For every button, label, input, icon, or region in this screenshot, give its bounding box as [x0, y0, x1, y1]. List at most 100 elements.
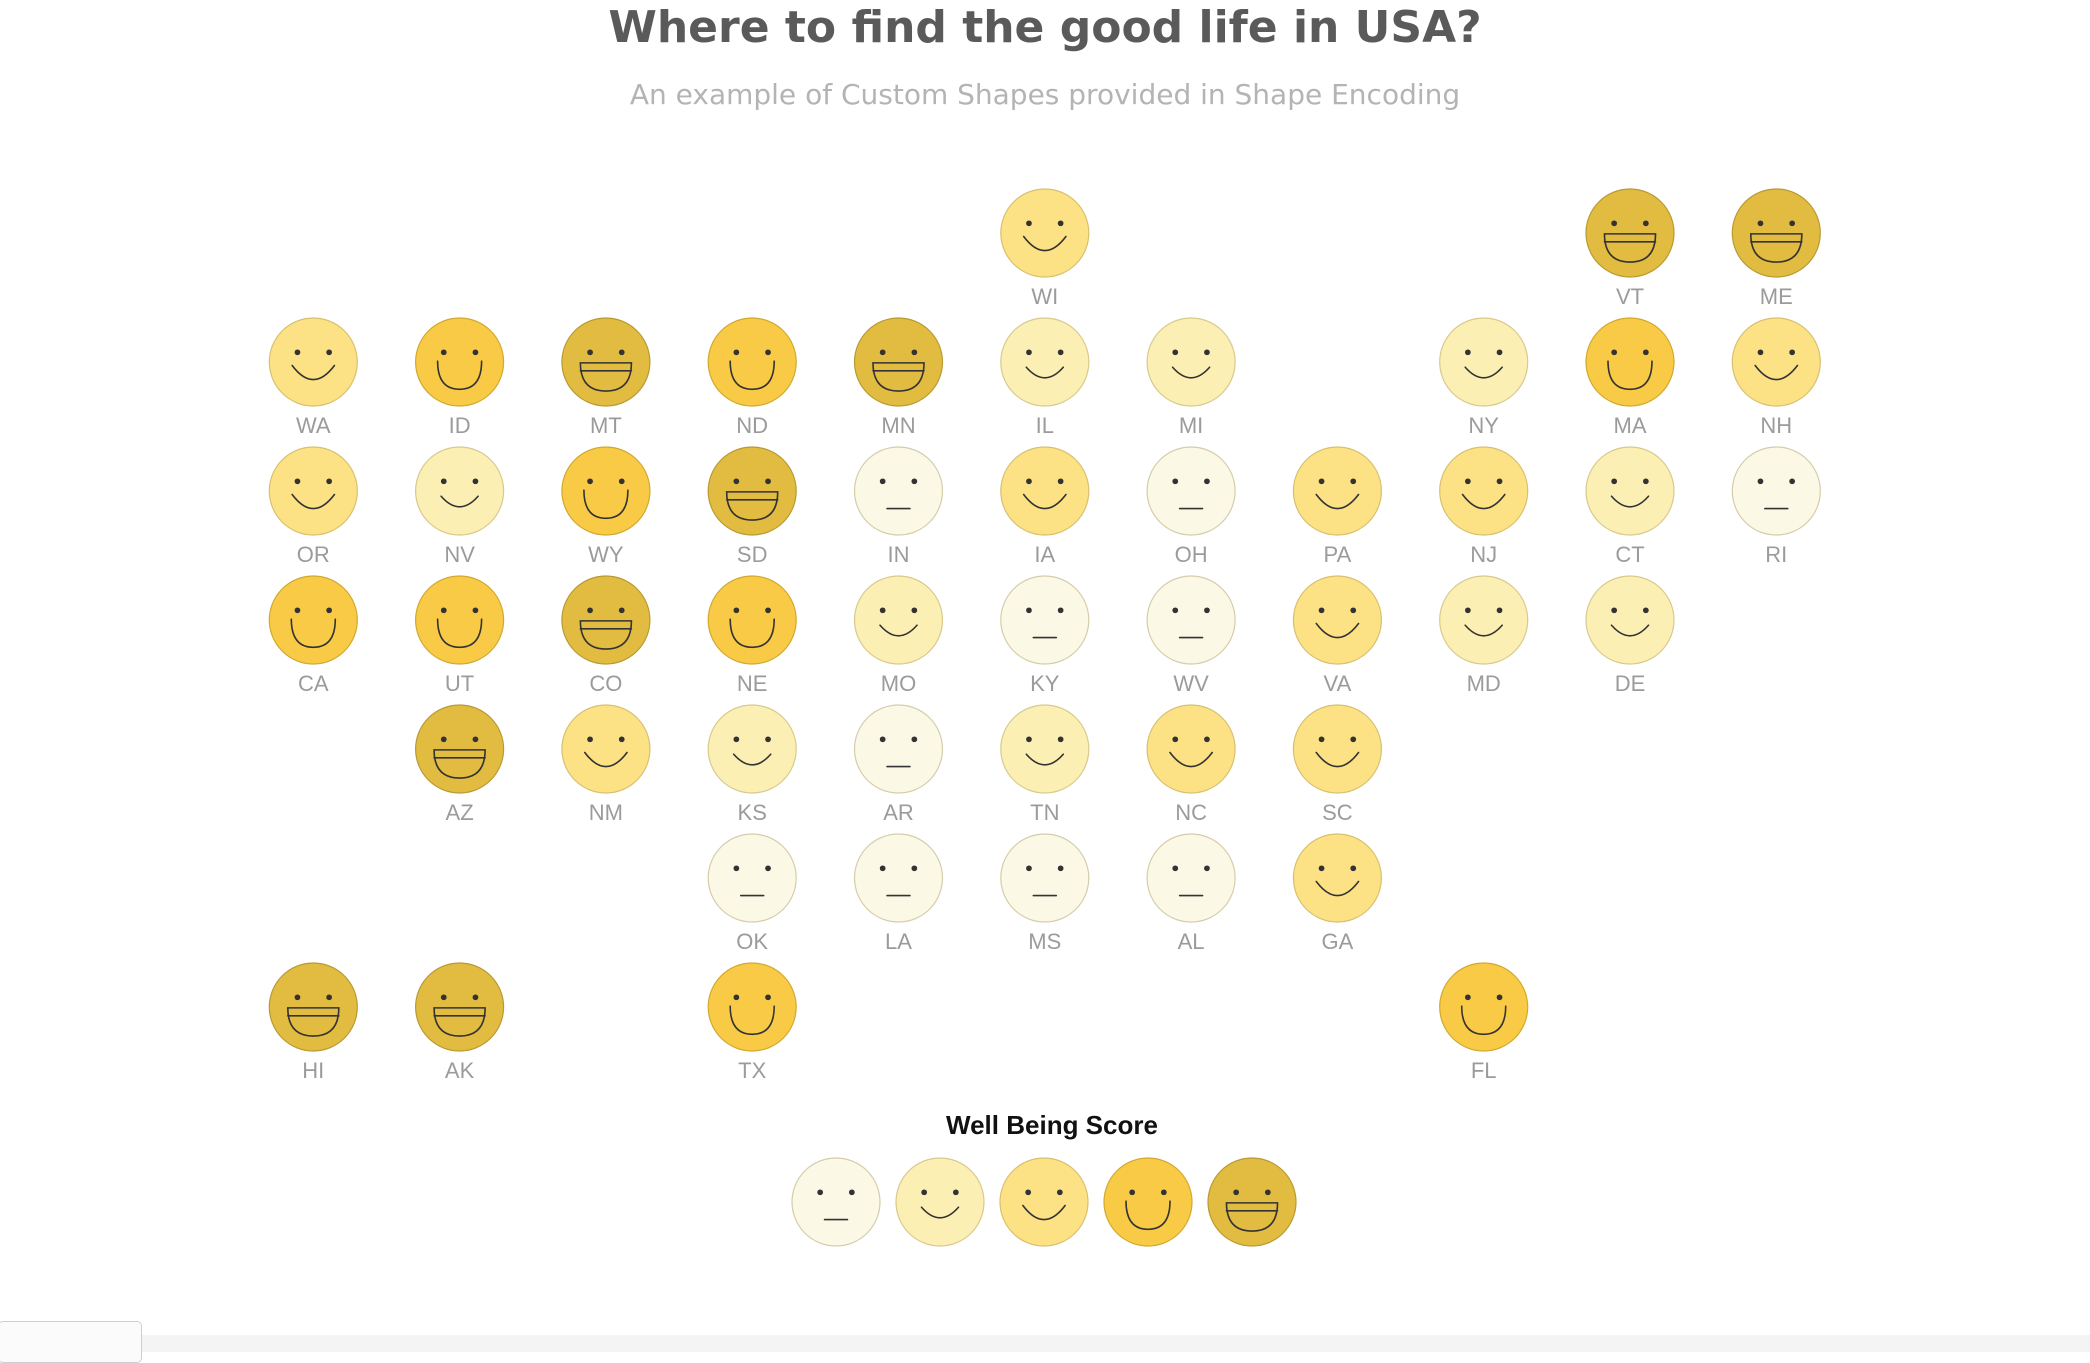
state-label: AR	[883, 800, 914, 825]
state-mark-il-right-eye	[1057, 349, 1064, 356]
state-mark-in-face	[853, 446, 944, 536]
legend-item-2	[895, 1157, 985, 1247]
state-mark-in-right-eye	[911, 478, 918, 485]
state-mark-nv-right-eye	[472, 478, 479, 485]
state-mark-mn: MN	[853, 317, 944, 438]
state-mark-wi-face	[1000, 188, 1090, 278]
legend-item-4	[1103, 1157, 1193, 1247]
state-mark-sd-left-eye	[733, 478, 740, 485]
state-mark-mi: MI	[1146, 317, 1236, 438]
state-label: KS	[738, 800, 767, 825]
state-label: VT	[1616, 284, 1644, 309]
state-mark-pa: PA	[1292, 446, 1383, 567]
state-mark-oh: OH	[1146, 446, 1236, 567]
state-label: TN	[1030, 800, 1059, 825]
state-mark-de-mouth	[1610, 624, 1650, 637]
state-mark-il-left-eye	[1026, 349, 1032, 356]
state-mark-ms-right-eye	[1057, 865, 1064, 872]
state-mark-ar-left-eye	[879, 736, 886, 743]
state-mark-sc-face	[1292, 704, 1383, 794]
state-mark-az-face	[415, 704, 505, 794]
state-mark-ny-face	[1439, 317, 1529, 407]
state-label: HI	[302, 1058, 324, 1083]
state-mark-mo: MO	[853, 575, 944, 696]
state-mark-ct: CT	[1585, 446, 1675, 567]
state-mark-ct-face	[1585, 446, 1675, 536]
state-mark-sd-mouth	[725, 491, 779, 521]
state-mark-de: DE	[1585, 575, 1675, 696]
state-mark-ar-right-eye	[911, 736, 918, 743]
state-label: RI	[1765, 542, 1787, 567]
state-mark-or-right-eye	[326, 478, 333, 485]
state-mark-al-left-eye	[1172, 865, 1179, 872]
state-mark-nm-mouth	[583, 751, 628, 768]
state-mark-ne-right-eye	[765, 607, 771, 614]
state-mark-nc-mouth	[1169, 751, 1214, 768]
state-label: GA	[1322, 929, 1354, 954]
chart-title: Where to find the good life in USA?	[608, 2, 1482, 53]
state-mark-ia-right-eye	[1057, 478, 1064, 485]
state-mark-fl: FL	[1439, 962, 1529, 1083]
state-label: MI	[1179, 413, 1203, 438]
state-mark-mo-mouth	[879, 624, 918, 637]
state-mark-mt-right-eye	[618, 349, 625, 356]
state-mark-vt-right-eye	[1642, 220, 1649, 227]
state-mark-wv-face	[1146, 575, 1236, 665]
state-mark-nh-face	[1731, 317, 1821, 407]
legend-item-5-right-eye	[1264, 1189, 1271, 1196]
state-label: MN	[881, 413, 915, 438]
state-mark-nj-face	[1439, 446, 1529, 536]
state-label: NV	[444, 542, 475, 567]
state-mark-co-left-eye	[587, 607, 593, 614]
state-mark-wi: WI	[1000, 188, 1090, 309]
state-label: PA	[1324, 542, 1352, 567]
state-mark-wy-left-eye	[587, 478, 593, 485]
state-mark-md-right-eye	[1496, 607, 1503, 614]
state-mark-ms-face	[1000, 833, 1090, 923]
state-mark-ky-left-eye	[1026, 607, 1032, 614]
state-mark-ca: CA	[268, 575, 358, 696]
state-mark-sc-left-eye	[1318, 736, 1325, 743]
state-mark-mt-face	[561, 317, 651, 407]
state-mark-ia: IA	[1000, 446, 1090, 567]
state-label: WV	[1173, 671, 1209, 696]
state-mark-sd: SD	[707, 446, 797, 567]
state-mark-mi-face	[1146, 317, 1236, 407]
state-mark-ri-left-eye	[1757, 478, 1764, 485]
state-mark-sd-face	[707, 446, 797, 536]
state-mark-sd-right-eye	[765, 478, 771, 485]
legend-item-2-mouth	[920, 1206, 960, 1219]
state-mark-ca-mouth	[290, 618, 337, 649]
state-mark-vt-left-eye	[1611, 220, 1618, 227]
state-mark-ia-face	[1000, 446, 1090, 536]
state-label: CA	[298, 671, 329, 696]
state-mark-md-mouth	[1464, 624, 1503, 637]
state-mark-tx-right-eye	[765, 994, 771, 1001]
state-label: DE	[1615, 671, 1646, 696]
corner-tab[interactable]	[0, 1321, 142, 1363]
state-label: MA	[1614, 413, 1647, 438]
state-mark-al: AL	[1146, 833, 1236, 954]
state-mark-ok-right-eye	[765, 865, 771, 872]
state-mark-sc-mouth	[1315, 751, 1360, 768]
state-mark-ut: UT	[415, 575, 505, 696]
state-mark-id-mouth	[436, 360, 483, 391]
state-mark-la-right-eye	[911, 865, 918, 872]
state-mark-nd-left-eye	[733, 349, 740, 356]
state-mark-ga-right-eye	[1350, 865, 1357, 872]
state-mark-ne: NE	[707, 575, 797, 696]
state-label: NE	[737, 671, 768, 696]
state-mark-pa-mouth	[1315, 493, 1360, 510]
legend-item-5-face	[1207, 1157, 1297, 1247]
legend-item-3-face	[999, 1157, 1089, 1247]
state-mark-va: VA	[1292, 575, 1383, 696]
state-mark-nv-face	[415, 446, 505, 536]
state-mark-nm-right-eye	[618, 736, 625, 743]
state-mark-wa-right-eye	[326, 349, 333, 356]
state-mark-hi-mouth	[286, 1007, 340, 1037]
state-mark-ia-left-eye	[1026, 478, 1032, 485]
state-mark-ut-right-eye	[472, 607, 479, 614]
state-mark-nc-face	[1146, 704, 1236, 794]
state-label: CT	[1615, 542, 1644, 567]
legend-item-5-mouth	[1225, 1202, 1279, 1232]
